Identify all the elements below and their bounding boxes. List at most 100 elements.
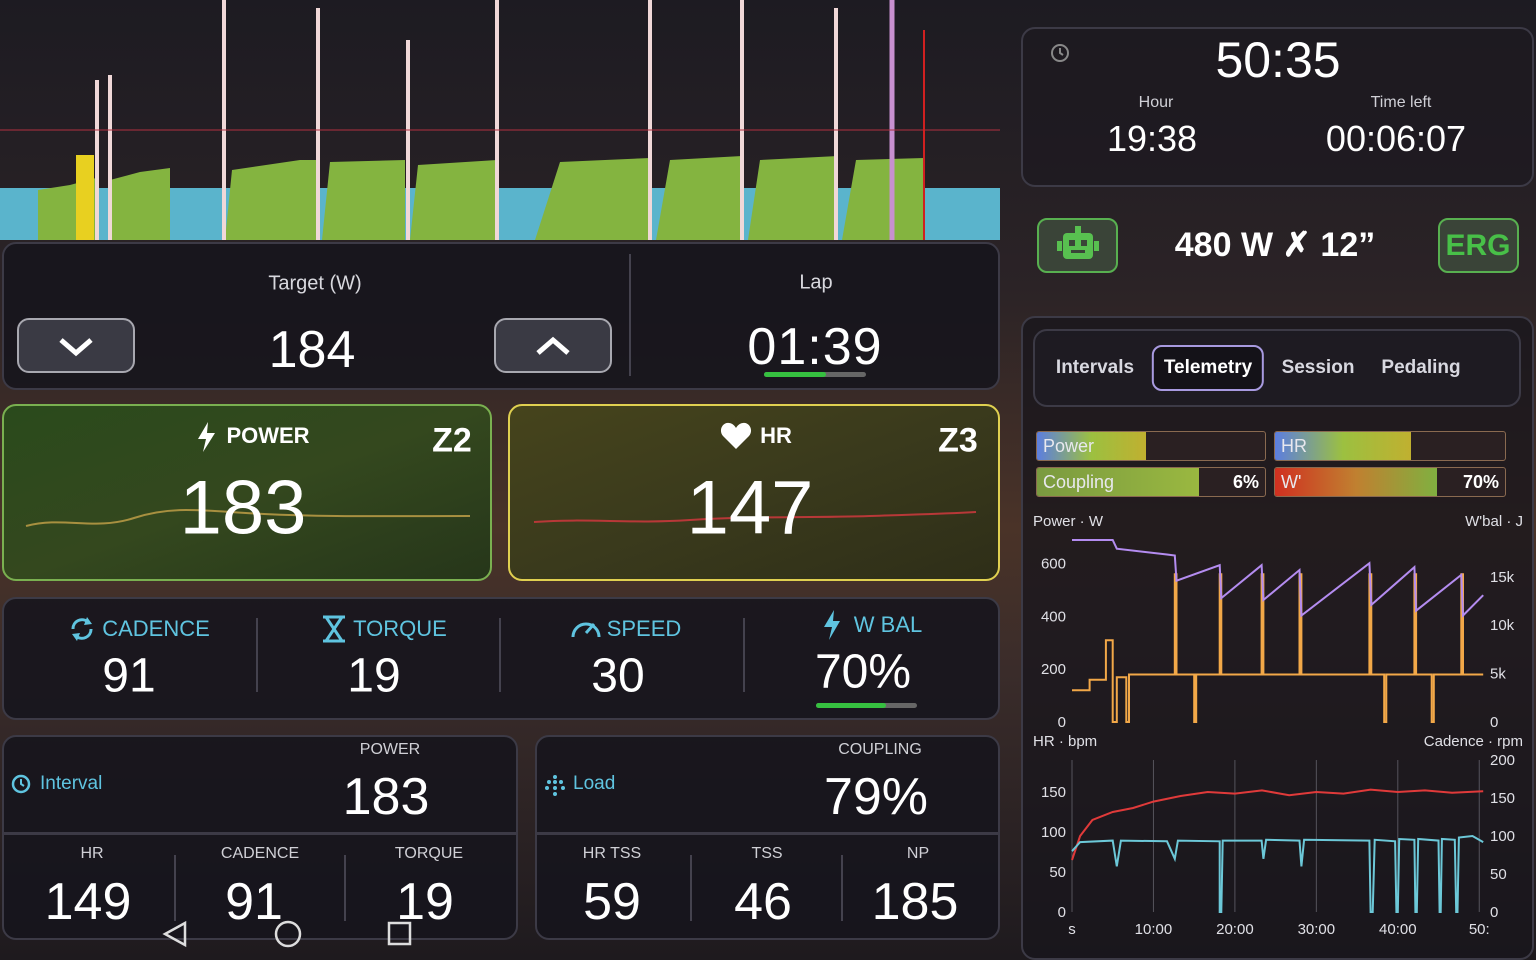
divider [174,855,176,921]
x-tick-label: 40:00 [1379,921,1417,938]
hr-value: 147 [686,465,814,551]
metrics-panel [2,597,1000,720]
divider [743,618,745,692]
y-tick-label: 10k [1490,617,1515,634]
elapsed-time: 50:35 [1215,32,1341,88]
lap-progress [764,372,866,377]
lap-label: Lap [799,271,833,294]
nav-recent[interactable] [387,921,412,946]
time-left-label: Time left [1370,94,1432,111]
lap-value: 01:39 [747,318,883,376]
hr-sparkline [533,511,977,523]
power-value: 183 [179,465,307,551]
interval-main-label: POWER [359,741,421,758]
y-tick-label: 0 [1058,714,1066,731]
y-tick-label: 0 [1058,904,1066,921]
tab-bar [1033,329,1521,407]
target-value: 184 [268,321,356,379]
power-history [0,0,1000,240]
y-tick-label: 200 [1490,752,1515,769]
target-up-button[interactable] [494,318,612,373]
torque-icon [323,615,345,643]
load-main-value: 79% [823,768,929,826]
coupling-bar: Coupling 6% [1036,467,1266,497]
interval-panel [2,735,518,940]
series-line [1071,834,1484,913]
y-tick-label: 50 [1049,864,1066,881]
metric-label: TORQUE [353,616,447,641]
bolt-icon [198,422,215,452]
y-tick-label: 100 [1041,824,1066,841]
target-down-button[interactable] [17,318,135,373]
auto-button[interactable] [1037,218,1118,273]
hr-bar: HR [1274,431,1506,461]
bar-fill [1037,432,1146,460]
heart-icon [720,422,752,449]
clock-icon [1051,44,1069,62]
cell-label: CADENCE [220,845,300,862]
target-label: Target (W) [268,272,362,295]
bar-fill [1275,432,1411,460]
series-line [1071,788,1484,861]
hour-label: Hour [1138,94,1174,111]
load-main-label: COUPLING [838,741,922,758]
cell-value: 185 [871,873,959,931]
robot-icon [1057,226,1099,259]
metric-label: CADENCE [102,616,210,641]
cell-label: HR [80,845,104,862]
divider [841,855,843,921]
divider [256,618,258,692]
metric-value: 30 [591,649,645,703]
cell-value: 149 [44,873,132,931]
x-tick-label: s [1068,921,1076,938]
axis-title: Power · W [1033,513,1104,530]
tab[interactable]: Session [1281,357,1355,378]
bar-label: Coupling [1043,472,1115,492]
tab[interactable]: Intervals [1055,357,1135,378]
nav-home[interactable] [274,920,302,948]
hr-zone: Z3 [938,421,978,460]
metric-label: W BAL [853,612,923,637]
x-tick-label: 20:00 [1216,921,1254,938]
chevron-up-icon [536,336,570,355]
load-title: Load [573,773,616,794]
telemetry-panel [1021,316,1534,960]
time-left-value: 00:06:07 [1325,118,1467,159]
bar-label: HR [1281,436,1307,456]
series-line [1072,573,1484,723]
divider [535,832,1000,835]
cell-value: 46 [734,873,792,931]
tab[interactable]: Pedaling [1381,357,1461,378]
workout-step: 480 W ✗ 12” [1174,226,1376,264]
cadence-icon [71,617,93,641]
speed-icon [571,622,601,638]
series-line [1072,539,1484,618]
cell-value: 59 [583,873,641,931]
axis-title: W'bal · J [1465,513,1523,530]
metric-value: 19 [347,649,401,703]
chevron-down-icon [59,338,93,357]
nav-back[interactable] [162,920,187,948]
bar-value: 6% [1232,472,1259,492]
bar-label: W' [1281,472,1302,492]
y-tick-label: 15k [1490,569,1515,586]
cell-value: 91 [225,873,283,931]
tab[interactable]: Telemetry [1151,345,1265,391]
erg-button[interactable] [1438,218,1519,273]
telemetry-charts: Power · W W'bal · J 0 200 400 600 0 5k 10k 15k HR … [1033,513,1523,938]
wbal-progress-fill [816,703,886,708]
cell-value: 19 [396,873,454,931]
wbal-bar: W' 70% [1274,467,1506,497]
nav-bar [162,920,412,948]
y-tick-label: 150 [1041,784,1066,801]
interval-title: Interval [40,773,103,794]
power-card-label: POWER [226,423,310,448]
y-tick-label: 0 [1490,904,1498,921]
history-highlight [76,155,94,240]
x-tick-label: 30:00 [1298,921,1336,938]
bar-fill [1275,468,1437,496]
metric-label: SPEED [606,616,682,641]
load-icon [545,775,565,796]
clock-panel [1021,27,1534,187]
